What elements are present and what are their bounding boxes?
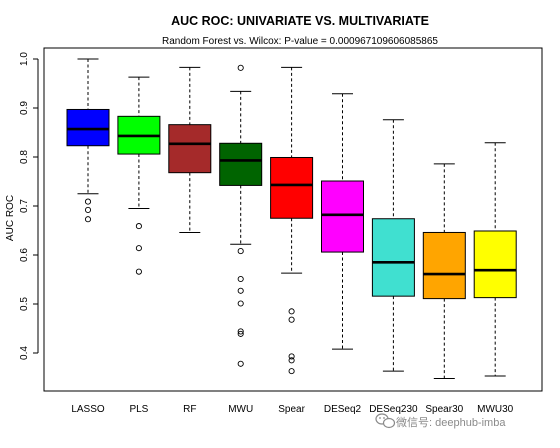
box-iqr (473, 230, 517, 299)
outlier-point (135, 223, 142, 230)
box-spear30 (422, 163, 466, 379)
x-tick-label: MWU30 (477, 404, 514, 415)
x-tick-label: MWU (228, 404, 253, 415)
box-iqr (219, 142, 263, 186)
outlier-point (237, 248, 244, 255)
outlier-point (135, 268, 142, 275)
x-tick-label: DESeq230 (369, 404, 418, 415)
y-tick-label: 0.5 (19, 297, 30, 311)
box-iqr (270, 156, 314, 219)
box-iqr (66, 108, 110, 147)
outlier-point (84, 216, 92, 223)
box-rf (168, 66, 212, 233)
x-tick-label: Spear30 (425, 404, 463, 415)
y-axis: 0.4 0.5 0.6 0.7 0.8 0.9 1.0 (19, 52, 39, 360)
y-tick-label: 1.0 (19, 52, 30, 66)
plot-frame (43, 47, 543, 392)
x-tick-label: DESeq2 (324, 404, 362, 415)
box-spear (270, 66, 314, 375)
outlier-point (84, 206, 92, 213)
box-deseq2 (321, 93, 364, 350)
box-mwu30 (473, 142, 517, 377)
y-tick-label: 0.8 (19, 150, 30, 164)
y-tick-label: 0.6 (19, 248, 30, 262)
y-tick-label: 0.4 (19, 346, 30, 360)
outlier-point (135, 245, 142, 252)
y-tick-label: 0.9 (19, 101, 30, 115)
watermark-text: 微信号: deephub-imba (396, 415, 506, 429)
x-tick-label: LASSO (71, 404, 105, 415)
x-tick-label: PLS (129, 404, 148, 415)
outlier-point (237, 64, 244, 71)
outlier-point (237, 300, 244, 307)
outlier-point (237, 360, 244, 367)
box-pls (117, 76, 161, 275)
watermark: 微信号: deephub-imba (375, 413, 506, 429)
outlier-point (237, 330, 244, 337)
chart-subtitle: Random Forest vs. Wilcox: P-value = 0.00… (162, 36, 438, 47)
box-deseq230 (371, 119, 415, 372)
box-iqr (371, 218, 415, 297)
box-iqr (168, 124, 212, 174)
chart-title: AUC ROC: UNIVARIATE VS. MULTIVARIATE (171, 14, 429, 28)
wechat-icon (375, 413, 396, 429)
box-iqr (422, 231, 466, 300)
outlier-point (288, 308, 295, 315)
outlier-point (288, 357, 295, 364)
box-series (66, 58, 517, 379)
x-tick-label: RF (183, 404, 196, 415)
outlier-point (288, 316, 295, 323)
outlier-point (237, 328, 244, 335)
outlier-point (288, 368, 295, 375)
outlier-point (288, 353, 295, 360)
box-iqr (321, 180, 364, 253)
x-axis-labels: LASSO PLS RF MWU Spear DESeq2 DESeq230 Spear30 M… (71, 404, 513, 415)
outlier-point (84, 198, 92, 205)
x-tick-label: Spear (278, 404, 305, 415)
y-tick-label: 0.7 (19, 199, 30, 213)
box-mwu (219, 64, 263, 367)
box-lasso (66, 58, 110, 223)
outlier-point (237, 287, 244, 294)
outlier-point (237, 275, 244, 283)
y-axis-label: AUC ROC (5, 195, 16, 241)
